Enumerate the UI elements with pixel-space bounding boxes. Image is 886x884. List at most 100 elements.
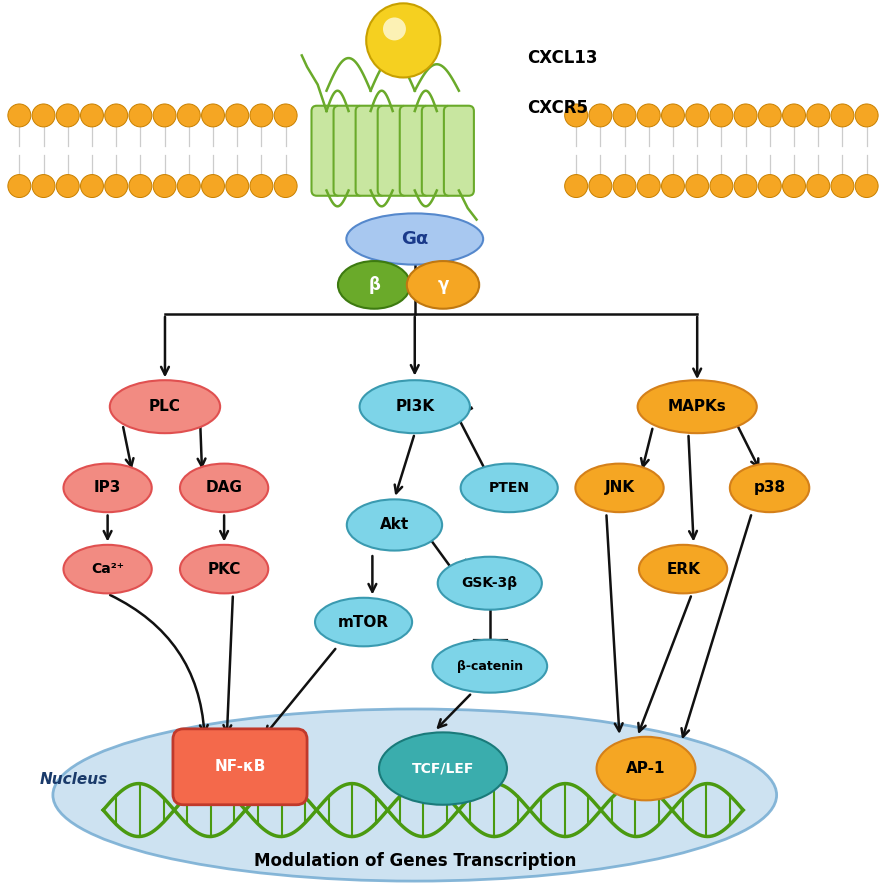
Circle shape bbox=[81, 104, 104, 127]
Ellipse shape bbox=[639, 545, 727, 593]
Circle shape bbox=[637, 174, 660, 197]
Text: PKC: PKC bbox=[207, 561, 241, 576]
Circle shape bbox=[8, 104, 31, 127]
Circle shape bbox=[686, 174, 709, 197]
Circle shape bbox=[129, 104, 152, 127]
Circle shape bbox=[201, 174, 224, 197]
Ellipse shape bbox=[360, 380, 470, 433]
Text: γ: γ bbox=[438, 276, 448, 293]
Text: IP3: IP3 bbox=[94, 480, 121, 495]
Ellipse shape bbox=[346, 213, 483, 264]
Text: JNK: JNK bbox=[604, 480, 634, 495]
Circle shape bbox=[564, 104, 587, 127]
Circle shape bbox=[226, 174, 249, 197]
FancyBboxPatch shape bbox=[400, 106, 430, 195]
Circle shape bbox=[177, 174, 200, 197]
Circle shape bbox=[153, 104, 176, 127]
Circle shape bbox=[366, 4, 440, 78]
Circle shape bbox=[782, 174, 805, 197]
Circle shape bbox=[250, 104, 273, 127]
Circle shape bbox=[250, 174, 273, 197]
Circle shape bbox=[855, 174, 878, 197]
Circle shape bbox=[105, 104, 128, 127]
FancyBboxPatch shape bbox=[173, 728, 307, 804]
Circle shape bbox=[637, 104, 660, 127]
Circle shape bbox=[686, 104, 709, 127]
Circle shape bbox=[734, 104, 757, 127]
Ellipse shape bbox=[346, 499, 442, 551]
Ellipse shape bbox=[438, 557, 542, 610]
Text: Akt: Akt bbox=[380, 517, 409, 532]
Ellipse shape bbox=[110, 380, 220, 433]
Text: Nucleus: Nucleus bbox=[40, 772, 108, 787]
FancyBboxPatch shape bbox=[355, 106, 385, 195]
Circle shape bbox=[32, 104, 55, 127]
Ellipse shape bbox=[432, 640, 548, 693]
Circle shape bbox=[274, 104, 297, 127]
Ellipse shape bbox=[638, 380, 757, 433]
Text: Ca²⁺: Ca²⁺ bbox=[91, 562, 124, 576]
Circle shape bbox=[589, 104, 612, 127]
Text: β: β bbox=[369, 276, 380, 293]
FancyBboxPatch shape bbox=[422, 106, 452, 195]
Circle shape bbox=[831, 104, 854, 127]
Text: GSK-3β: GSK-3β bbox=[462, 576, 517, 591]
Circle shape bbox=[662, 104, 685, 127]
Ellipse shape bbox=[596, 736, 696, 800]
Bar bbox=[11, 105, 875, 196]
Ellipse shape bbox=[575, 463, 664, 512]
Circle shape bbox=[782, 104, 805, 127]
Circle shape bbox=[710, 104, 733, 127]
FancyBboxPatch shape bbox=[377, 106, 408, 195]
Circle shape bbox=[710, 174, 733, 197]
Circle shape bbox=[734, 174, 757, 197]
Text: MAPKs: MAPKs bbox=[668, 400, 727, 415]
Text: PLC: PLC bbox=[149, 400, 181, 415]
Ellipse shape bbox=[180, 463, 268, 512]
Circle shape bbox=[32, 174, 55, 197]
Circle shape bbox=[57, 174, 79, 197]
Ellipse shape bbox=[379, 732, 507, 804]
Text: mTOR: mTOR bbox=[338, 614, 389, 629]
Text: p38: p38 bbox=[753, 480, 786, 495]
Circle shape bbox=[226, 104, 249, 127]
Circle shape bbox=[613, 104, 636, 127]
Circle shape bbox=[589, 174, 612, 197]
Text: Gα: Gα bbox=[401, 230, 429, 248]
Text: AP-1: AP-1 bbox=[626, 761, 665, 776]
Text: CXCR5: CXCR5 bbox=[527, 99, 587, 118]
Text: PI3K: PI3K bbox=[395, 400, 434, 415]
Circle shape bbox=[831, 174, 854, 197]
Circle shape bbox=[153, 174, 176, 197]
Circle shape bbox=[81, 174, 104, 197]
Ellipse shape bbox=[315, 598, 412, 646]
Circle shape bbox=[8, 174, 31, 197]
Circle shape bbox=[807, 104, 829, 127]
Ellipse shape bbox=[461, 463, 558, 512]
Circle shape bbox=[613, 174, 636, 197]
Ellipse shape bbox=[64, 463, 152, 512]
Circle shape bbox=[129, 174, 152, 197]
Circle shape bbox=[564, 174, 587, 197]
Circle shape bbox=[662, 174, 685, 197]
Ellipse shape bbox=[730, 463, 809, 512]
Ellipse shape bbox=[338, 261, 410, 309]
Ellipse shape bbox=[180, 545, 268, 593]
Text: NF-κB: NF-κB bbox=[214, 759, 266, 774]
Circle shape bbox=[758, 174, 781, 197]
Text: β-catenin: β-catenin bbox=[456, 659, 523, 673]
Text: ERK: ERK bbox=[666, 561, 700, 576]
Circle shape bbox=[177, 104, 200, 127]
Circle shape bbox=[105, 174, 128, 197]
Ellipse shape bbox=[53, 709, 777, 881]
Circle shape bbox=[383, 18, 406, 41]
Circle shape bbox=[57, 104, 79, 127]
FancyBboxPatch shape bbox=[312, 106, 341, 195]
Circle shape bbox=[274, 174, 297, 197]
Text: Modulation of Genes Transcription: Modulation of Genes Transcription bbox=[253, 852, 576, 870]
Text: CXCL13: CXCL13 bbox=[527, 50, 597, 67]
Circle shape bbox=[855, 104, 878, 127]
Text: PTEN: PTEN bbox=[489, 481, 530, 495]
FancyBboxPatch shape bbox=[444, 106, 474, 195]
Ellipse shape bbox=[64, 545, 152, 593]
